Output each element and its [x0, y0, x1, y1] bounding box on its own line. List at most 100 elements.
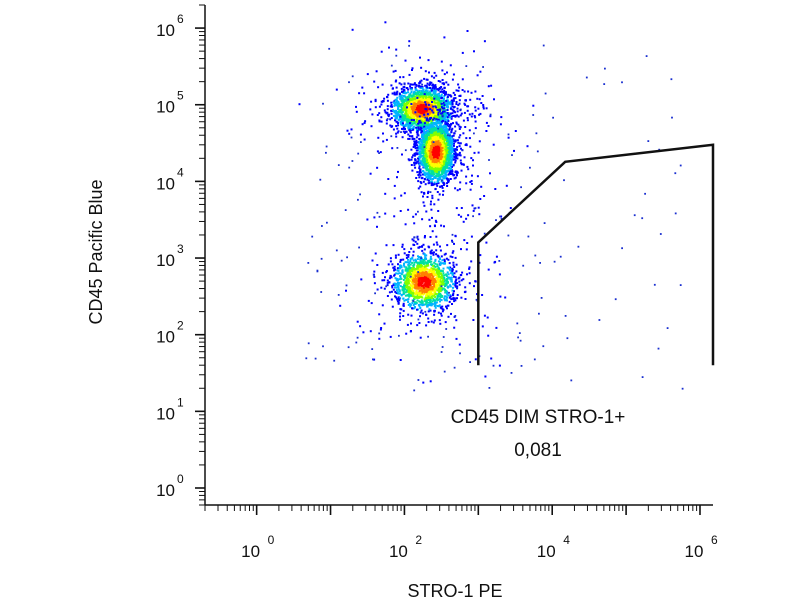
event-dot: [445, 132, 448, 134]
event-dot: [418, 147, 421, 150]
event-dot: [400, 87, 403, 90]
event-dot: [425, 96, 427, 99]
event-dot: [447, 113, 450, 116]
event-dot: [407, 208, 410, 211]
event-dot: [424, 84, 427, 87]
event-dot: [412, 94, 415, 97]
event-dot: [443, 119, 446, 122]
event-dot: [424, 155, 427, 158]
event-dot: [423, 161, 426, 164]
event-dot: [440, 269, 443, 272]
event-dot: [409, 83, 412, 86]
event-dot: [434, 114, 436, 117]
event-dot: [408, 120, 411, 123]
event-dot: [416, 273, 419, 276]
event-dot: [391, 92, 394, 95]
event-dot: [443, 89, 446, 92]
event-dot: [418, 119, 421, 122]
event-dot: [415, 89, 418, 92]
event-dot: [423, 93, 426, 96]
event-dot: [422, 118, 425, 121]
event-dot: [463, 111, 466, 114]
event-dot: [412, 239, 415, 242]
event-dot: [444, 252, 447, 255]
event-dot: [438, 103, 441, 106]
event-dot: [426, 148, 428, 151]
event-dot: [390, 112, 393, 115]
event-dot: [404, 294, 407, 297]
event-dot: [436, 263, 439, 266]
event-dot: [405, 120, 408, 123]
event-dot: [406, 285, 409, 287]
event-dot: [400, 123, 403, 126]
event-dot: [376, 150, 379, 153]
event-dot: [459, 159, 462, 162]
event-dot: [432, 99, 435, 102]
event-dot: [429, 309, 432, 312]
event-dot: [425, 144, 428, 147]
event-dot: [438, 147, 441, 150]
event-dot: [421, 108, 424, 111]
event-dot: [426, 87, 429, 90]
event-dot: [429, 178, 432, 180]
population-3: [339, 190, 512, 384]
event-dot: [446, 96, 449, 98]
event-dot: [410, 103, 413, 105]
event-dot: [381, 279, 384, 282]
event-dot: [429, 92, 432, 95]
event-dot: [426, 159, 429, 162]
event-dot: [450, 144, 453, 147]
event-dot: [390, 104, 393, 106]
event-dot: [394, 80, 397, 83]
event-dot: [414, 141, 417, 143]
event-dot: [436, 130, 438, 133]
event-dot: [388, 291, 391, 294]
event-dot: [414, 159, 417, 162]
event-dot: [448, 159, 450, 162]
event-dot: [429, 81, 432, 84]
event-dot: [439, 105, 442, 108]
event-dot: [348, 132, 351, 135]
event-dot: [425, 131, 428, 134]
event-dot: [419, 56, 421, 59]
event-dot: [425, 176, 428, 179]
event-dot: [427, 297, 430, 300]
event-dot: [426, 123, 429, 126]
event-dot: [425, 91, 428, 94]
event-dot: [453, 153, 456, 156]
event-dot: [468, 267, 471, 270]
event-dot: [431, 297, 434, 300]
event-dot: [494, 188, 497, 190]
event-dot: [447, 136, 450, 139]
event-dot: [414, 153, 417, 156]
event-dot: [473, 207, 476, 210]
event-dot: [463, 90, 466, 93]
event-dot: [442, 101, 445, 104]
event-dot: [451, 163, 454, 166]
event-dot: [459, 126, 462, 129]
event-dot: [435, 158, 438, 161]
event-dot: [423, 99, 426, 102]
event-dot: [449, 64, 452, 67]
event-dot: [418, 124, 421, 127]
event-dot: [412, 254, 415, 257]
event-dot: [379, 151, 382, 154]
event-dot: [429, 133, 432, 136]
event-dot: [456, 107, 459, 110]
event-dot: [385, 119, 388, 122]
event-dot: [417, 308, 420, 311]
event-dot: [454, 170, 457, 173]
event-dot: [480, 102, 483, 104]
event-dot: [422, 111, 424, 114]
event-dot: [444, 103, 447, 106]
event-dot: [408, 267, 411, 270]
event-dot: [436, 184, 439, 187]
event-dot: [438, 145, 441, 148]
event-dot: [477, 206, 480, 209]
event-dot: [442, 118, 445, 120]
event-dot: [454, 139, 457, 142]
event-dot: [438, 115, 441, 118]
event-dot: [421, 141, 424, 144]
event-dot: [416, 269, 419, 272]
event-dot: [373, 358, 376, 361]
